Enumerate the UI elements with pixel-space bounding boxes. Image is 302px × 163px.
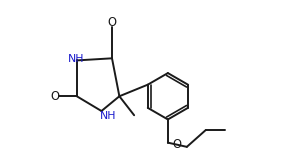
Text: O: O <box>50 90 59 103</box>
Text: NH: NH <box>67 54 84 64</box>
Text: O: O <box>108 15 117 29</box>
Text: O: O <box>173 138 182 151</box>
Text: NH: NH <box>100 111 117 121</box>
